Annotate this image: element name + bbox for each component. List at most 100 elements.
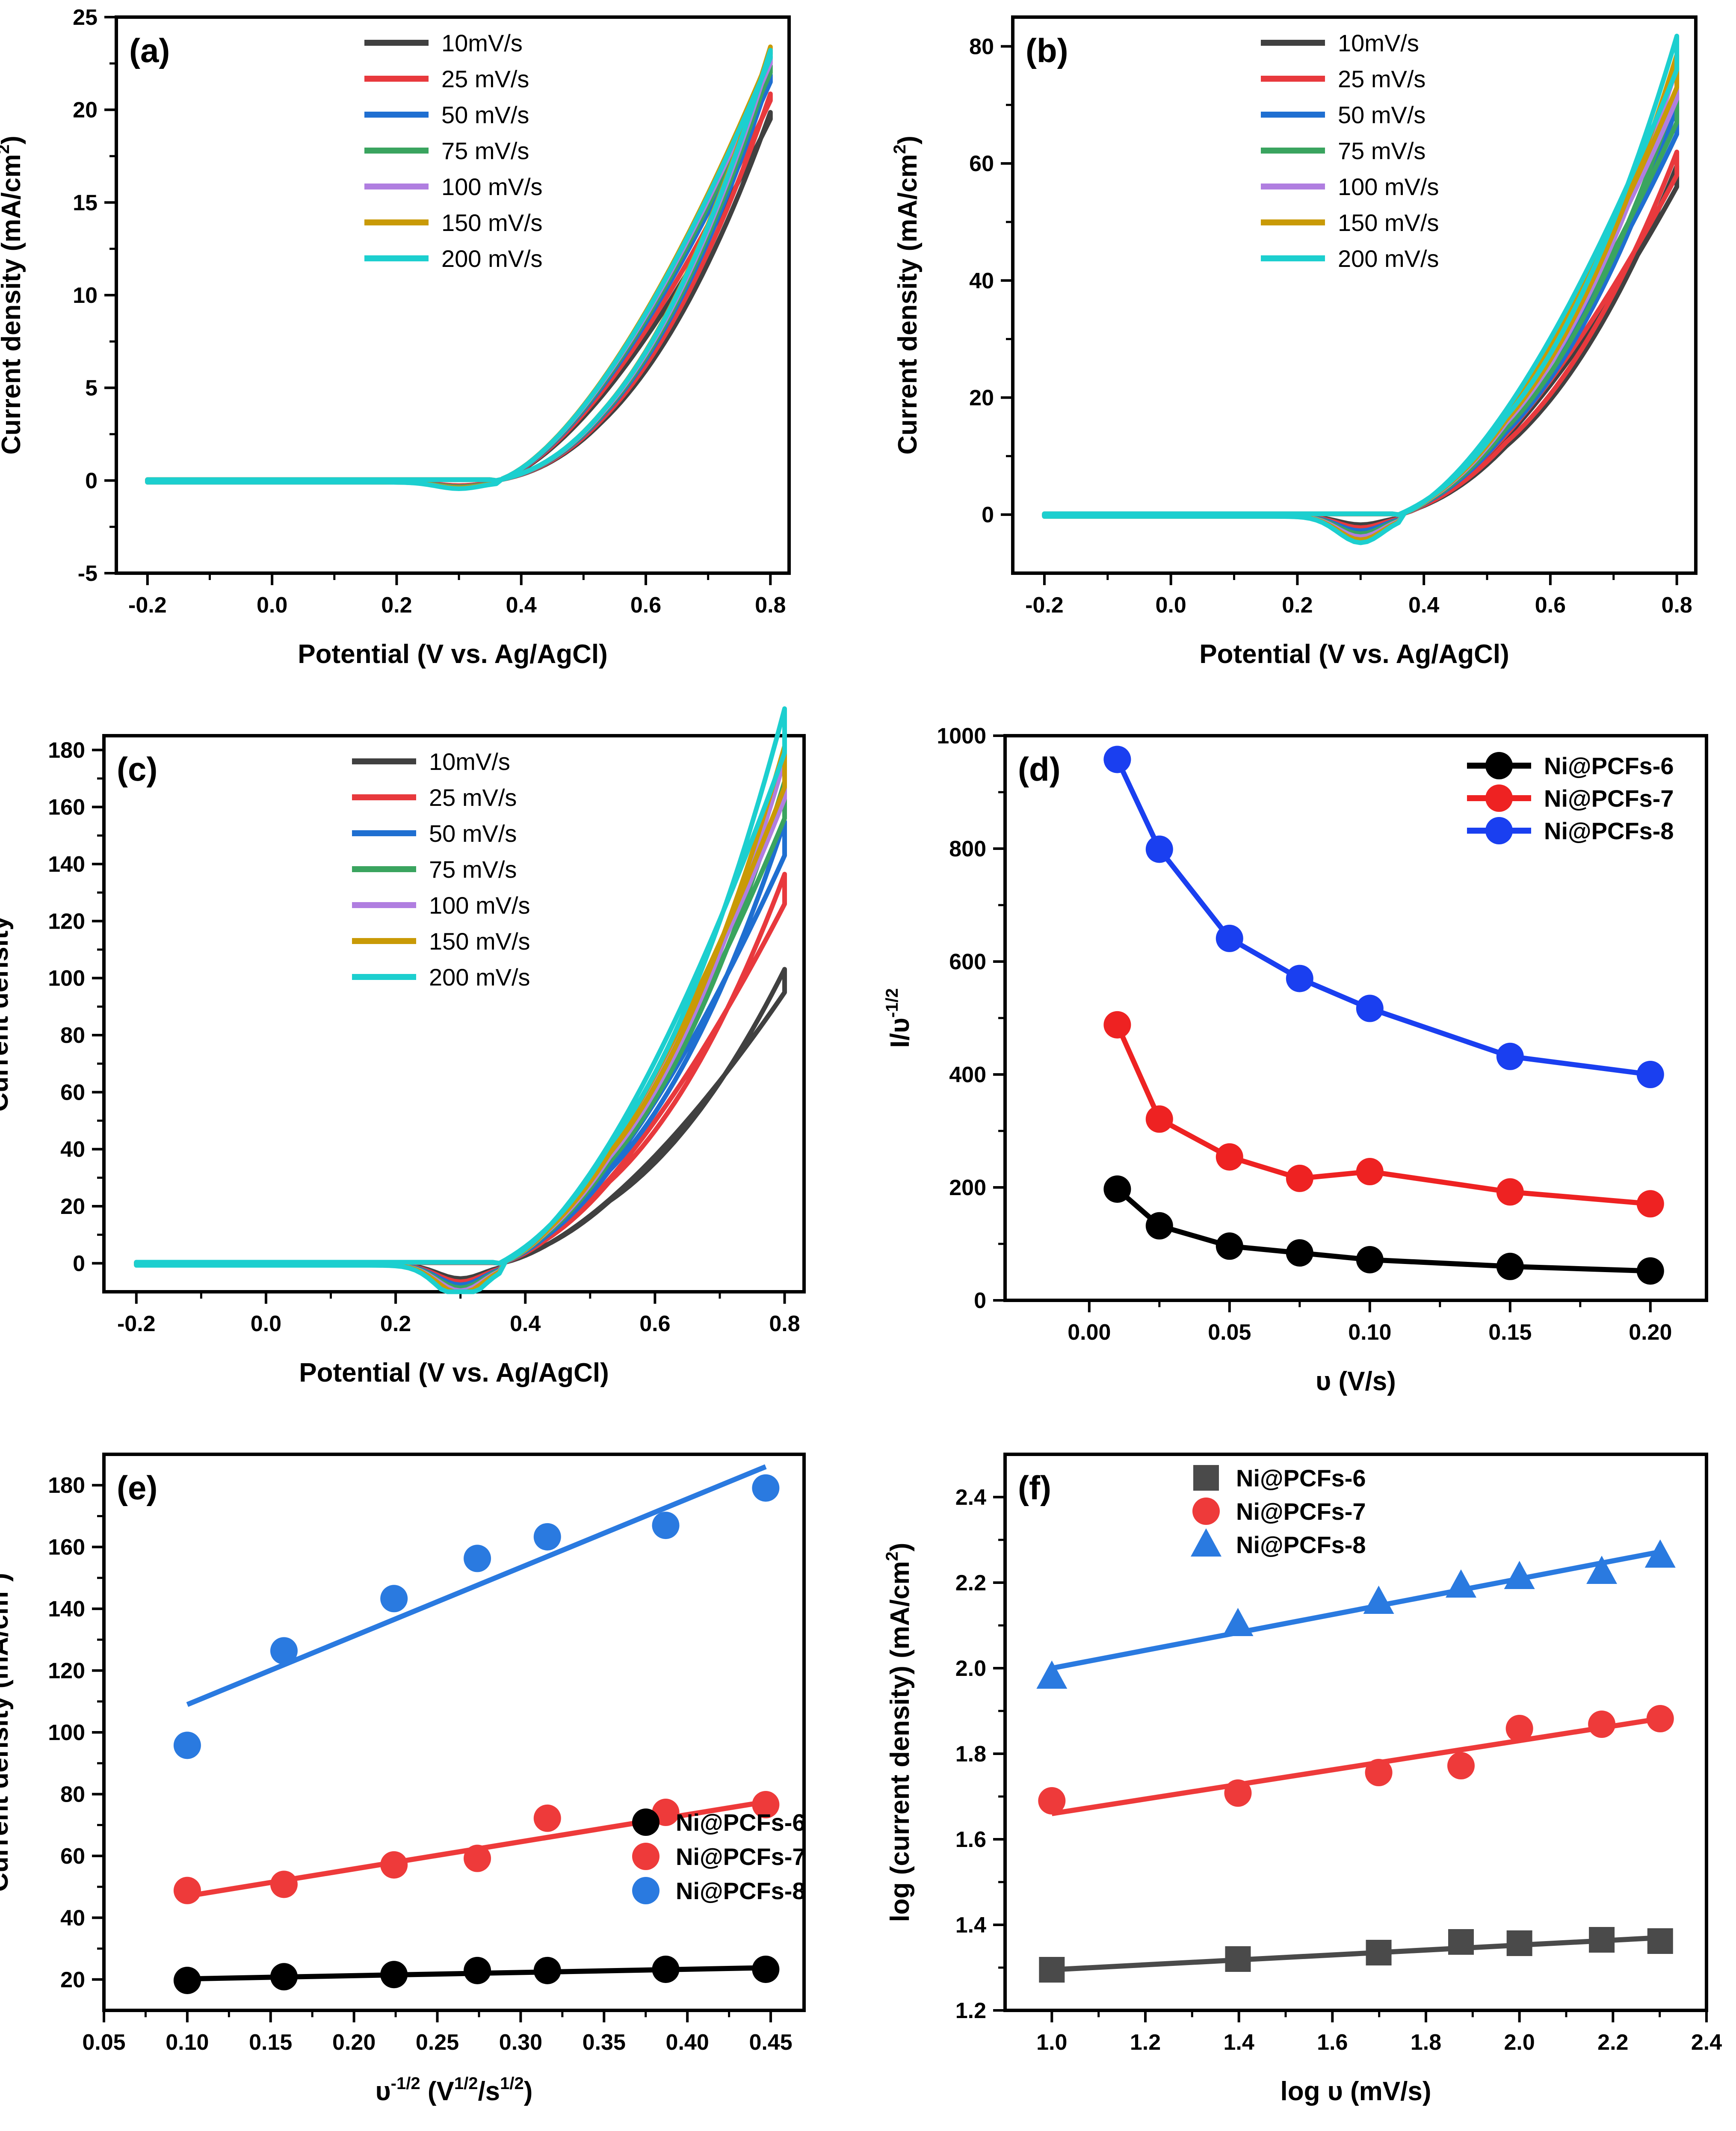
data-point <box>1636 1257 1664 1285</box>
legend-label: 50 mV/s <box>429 820 517 847</box>
legend-label: 10mV/s <box>1338 30 1419 56</box>
data-point <box>1506 1930 1532 1956</box>
x-tick-label: -0.2 <box>117 1311 156 1336</box>
x-tick-label: 0.35 <box>583 2030 626 2055</box>
x-tick-label: 0.00 <box>1068 1320 1111 1345</box>
data-point <box>1505 1715 1533 1742</box>
fit-line <box>1051 1549 1661 1671</box>
data-point <box>1636 1061 1664 1088</box>
data-point <box>1036 1660 1068 1689</box>
x-axis-label: Potential (V vs. Ag/AgCl) <box>298 639 608 669</box>
data-point <box>1504 1561 1535 1589</box>
legend-label: 100 mV/s <box>1338 173 1439 200</box>
data-point <box>270 1637 298 1665</box>
x-tick-label: 0.20 <box>1629 1320 1672 1345</box>
legend-label: 25 mV/s <box>441 65 529 92</box>
x-tick-label: 0.15 <box>249 2030 292 2055</box>
x-tick-label: -0.2 <box>128 593 167 618</box>
y-tick-label: 100 <box>48 1720 85 1745</box>
legend-label: 75 mV/s <box>429 856 517 883</box>
y-tick-label: 800 <box>949 837 986 861</box>
legend-label: Ni@PCFs-8 <box>1544 817 1674 844</box>
y-tick-label: 1.6 <box>955 1827 986 1852</box>
data-point <box>1286 965 1313 992</box>
y-tick-label: 120 <box>48 909 85 934</box>
x-tick-label: 2.2 <box>1597 2030 1628 2055</box>
data-point <box>752 1791 780 1818</box>
legend-label: 50 mV/s <box>1338 101 1425 128</box>
x-tick-label: 0.10 <box>166 2030 209 2055</box>
panel-a: -0.2 0.0 0.2 0.4 0.6 0.8 -5 0 5 10 15 20 25 Current d… <box>0 5 791 669</box>
data-point <box>1356 1158 1384 1186</box>
y-tick-label: 160 <box>48 1535 85 1560</box>
data-point <box>1039 1957 1065 1983</box>
panel-d: 0.00 0.05 0.10 0.15 0.20 0 200 400 600 800 1000 I/υ… <box>883 724 1708 1396</box>
data-point <box>380 1851 408 1879</box>
data-point <box>1225 1946 1251 1972</box>
fit-line <box>1051 1716 1661 1816</box>
legend-label: Ni@PCFs-8 <box>676 1877 806 1904</box>
x-axis-label: Potential (V vs. Ag/AgCl) <box>1199 639 1509 669</box>
data-point <box>1356 1246 1384 1273</box>
y-tick-label: 20 <box>969 385 994 410</box>
x-tick-label: 0.4 <box>1408 593 1439 618</box>
legend-label: 75 mV/s <box>1338 137 1425 164</box>
x-tick-label: 0.6 <box>639 1311 670 1336</box>
y-tick-label: 1.4 <box>955 1913 986 1938</box>
panel-b: -0.2 0.0 0.2 0.4 0.6 0.8 0 20 40 60 80 Current dens… <box>890 15 1698 669</box>
data-point <box>1448 1929 1474 1955</box>
y-tick-label: 60 <box>969 151 994 176</box>
data-point <box>533 1804 561 1832</box>
cv-curve <box>145 47 773 491</box>
data-point <box>1286 1164 1313 1192</box>
data-point <box>1586 1556 1618 1584</box>
data-point <box>1644 1539 1676 1568</box>
x-axis-label: Potential (V vs. Ag/AgCl) <box>299 1358 609 1388</box>
data-point <box>1588 1711 1616 1738</box>
legend-marker <box>632 1877 660 1904</box>
legend-label: Ni@PCFs-6 <box>676 1809 806 1836</box>
data-point <box>752 1955 780 1983</box>
x-tick-label: 0.20 <box>332 2030 376 2055</box>
y-tick-label: 100 <box>48 966 85 991</box>
y-tick-label: 140 <box>48 852 85 877</box>
legend-label: 150 mV/s <box>1338 209 1439 236</box>
y-axis-label: log (current density) (mA/cm2) <box>883 1543 915 1922</box>
legend-label: 150 mV/s <box>441 209 543 236</box>
panel-label: (d) <box>1018 750 1061 788</box>
legend-marker <box>1192 1498 1220 1525</box>
legend-label: 25 mV/s <box>1338 65 1425 92</box>
x-tick-label: 0.0 <box>257 593 287 618</box>
legend-label: Ni@PCFs-7 <box>1236 1498 1366 1525</box>
legend-label: 10mV/s <box>429 748 510 775</box>
legend-label: Ni@PCFs-6 <box>1236 1465 1366 1492</box>
x-tick-label: 0.25 <box>416 2030 459 2055</box>
x-tick-label: 0.40 <box>666 2030 709 2055</box>
x-tick-label: 0.0 <box>251 1311 281 1336</box>
x-tick-label: -0.2 <box>1025 593 1064 618</box>
y-tick-label: 40 <box>969 269 994 293</box>
legend-label: Ni@PCFs-7 <box>1544 785 1674 812</box>
data-point <box>1366 1940 1392 1965</box>
x-tick-label: 0.4 <box>506 593 537 618</box>
data-point <box>1103 1175 1131 1203</box>
y-tick-label: 200 <box>949 1175 986 1200</box>
x-axis-label: υ-1/2 (V1/2/s1/2) <box>376 2074 533 2106</box>
y-tick-label: 2.0 <box>955 1656 986 1681</box>
data-point <box>1286 1239 1313 1267</box>
series-line <box>1115 1024 1651 1207</box>
cv-curve <box>134 819 787 1287</box>
legend-marker <box>1485 817 1513 844</box>
x-tick-label: 0.8 <box>769 1311 800 1336</box>
y-tick-label: 2.4 <box>955 1485 986 1510</box>
data-point <box>652 1955 680 1983</box>
y-tick-label: 180 <box>48 738 85 763</box>
plot-frame <box>102 1453 806 2012</box>
legend-label: Ni@PCFs-6 <box>1544 752 1674 779</box>
y-tick-label: 15 <box>73 190 98 215</box>
data-point <box>1496 1042 1524 1070</box>
y-tick-label: 0 <box>85 468 98 493</box>
data-point <box>1356 994 1384 1022</box>
panel-e: 0.05 0.10 0.15 0.20 0.25 0.30 0.35 0.40 0.45 20 40… <box>0 1453 806 2106</box>
